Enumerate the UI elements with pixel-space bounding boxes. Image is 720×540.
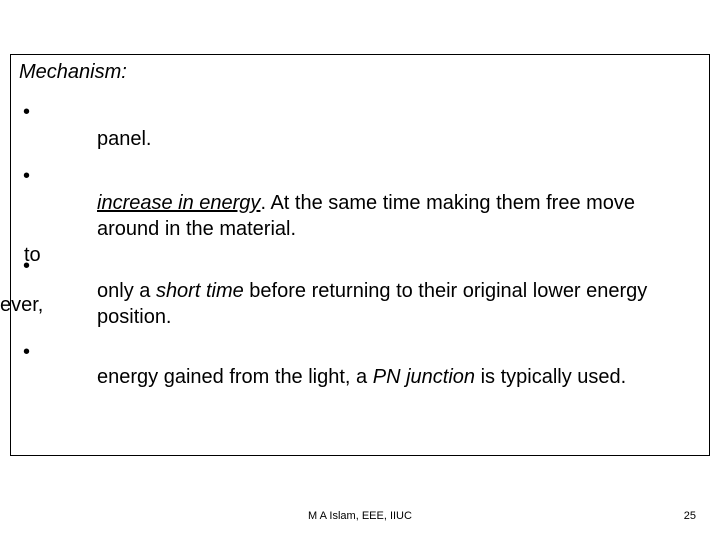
stray-text: to [24, 244, 41, 267]
bullet-text: panel. [97, 102, 701, 152]
emphasis-text: increase in energy [97, 192, 260, 214]
bullet-item: • energy gained from the light, a PN jun… [19, 342, 701, 390]
section-heading: Mechanism: [19, 61, 701, 84]
bullet-text: increase in energy. At the same time mak… [97, 166, 701, 242]
text-segment: energy gained from the light, a [97, 366, 373, 388]
stray-text: ever, [0, 294, 43, 317]
bullet-item: • panel. [19, 102, 701, 152]
bullet-dot-icon: • [19, 102, 97, 122]
footer-author: M A Islam, EEE, IIUC [0, 510, 720, 522]
bullet-dot-icon: • [19, 342, 97, 362]
content-box: Mechanism: • panel. • increase in energy… [10, 54, 710, 456]
emphasis-text: short time [156, 280, 244, 302]
bullet-dot-icon: • [19, 166, 97, 186]
bullet-text: energy gained from the light, a PN junct… [97, 342, 701, 390]
text-segment: is typically used. [475, 366, 626, 388]
footer-page-number: 25 [684, 510, 696, 522]
bullet-item: • only a short time before returning to … [19, 256, 701, 330]
emphasis-text: PN junction [373, 366, 475, 388]
slide: Mechanism: • panel. • increase in energy… [0, 0, 720, 540]
bullet-text: only a short time before returning to th… [97, 256, 701, 330]
bullet-item: • increase in energy. At the same time m… [19, 166, 701, 242]
text-segment: only a [97, 280, 156, 302]
